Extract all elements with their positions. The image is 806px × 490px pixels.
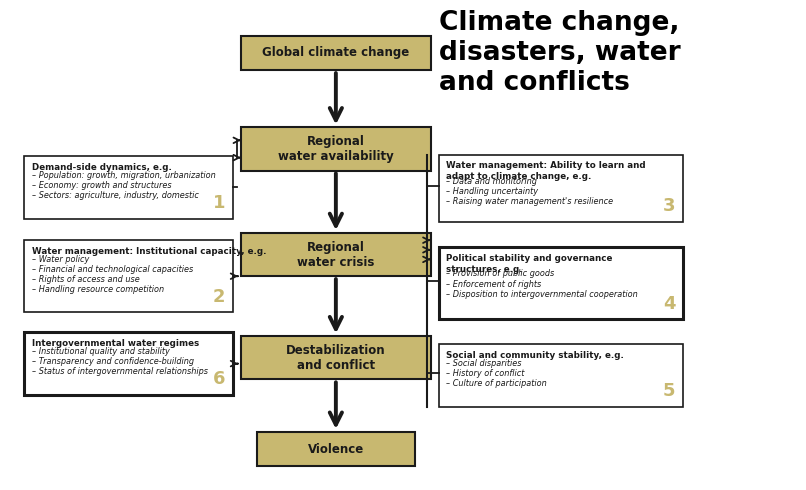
Text: Violence: Violence — [308, 442, 364, 456]
Text: – Financial and technological capacities: – Financial and technological capacities — [31, 265, 193, 274]
Text: Regional
water crisis: Regional water crisis — [297, 241, 375, 269]
Text: 2: 2 — [213, 288, 226, 305]
Text: 1: 1 — [213, 194, 226, 212]
Text: Destabilization
and conflict: Destabilization and conflict — [286, 344, 386, 372]
Bar — [24, 156, 233, 219]
Text: – Status of intergovernmental relationships: – Status of intergovernmental relationsh… — [31, 367, 208, 376]
Text: Demand-side dynamics, e.g.: Demand-side dynamics, e.g. — [31, 163, 172, 172]
Text: Water management: Ability to learn and
adapt to climate change, e.g.: Water management: Ability to learn and a… — [447, 161, 646, 181]
Text: – Transparency and confidence-building: – Transparency and confidence-building — [31, 357, 193, 366]
Bar — [241, 233, 430, 276]
Text: Water management: Institutional capacity, e.g.: Water management: Institutional capacity… — [31, 247, 266, 256]
Text: – Handling resource competition: – Handling resource competition — [31, 285, 164, 294]
Text: – Handling uncertainty: – Handling uncertainty — [447, 187, 538, 196]
Text: – Sectors: agriculture, industry, domestic: – Sectors: agriculture, industry, domest… — [31, 191, 198, 200]
Bar — [24, 240, 233, 312]
Text: – Rights of access and use: – Rights of access and use — [31, 275, 139, 284]
Text: 3: 3 — [663, 197, 675, 215]
Bar — [241, 127, 430, 171]
Text: – Data and monitoring: – Data and monitoring — [447, 177, 538, 186]
Text: – Enforcement of rights: – Enforcement of rights — [447, 280, 542, 289]
Bar — [241, 36, 430, 70]
Text: – Disposition to intergovernmental cooperation: – Disposition to intergovernmental coope… — [447, 290, 638, 299]
Text: – Culture of participation: – Culture of participation — [447, 379, 547, 388]
Text: – Economy: growth and structures: – Economy: growth and structures — [31, 181, 172, 190]
Text: Social and community stability, e.g.: Social and community stability, e.g. — [447, 351, 625, 360]
Bar — [438, 247, 683, 319]
Bar — [438, 344, 683, 407]
Text: Global climate change: Global climate change — [262, 47, 409, 59]
Text: Political stability and governance
structures, e.g.: Political stability and governance struc… — [447, 254, 613, 273]
Text: – Water policy: – Water policy — [31, 255, 89, 264]
Text: Climate change,
disasters, water
and conflicts: Climate change, disasters, water and con… — [438, 10, 680, 96]
Text: – Institutional quality and stability: – Institutional quality and stability — [31, 347, 169, 356]
Text: Intergovernmental water regimes: Intergovernmental water regimes — [31, 339, 199, 348]
Text: – Provision of public goods: – Provision of public goods — [447, 270, 555, 278]
Bar — [241, 336, 430, 379]
Bar — [438, 155, 683, 222]
Bar — [24, 332, 233, 395]
Text: – Population: growth, migration, urbanization: – Population: growth, migration, urbaniz… — [31, 171, 215, 179]
Text: 4: 4 — [663, 294, 675, 313]
Text: – Social disparities: – Social disparities — [447, 359, 522, 368]
Text: 6: 6 — [213, 370, 226, 388]
Bar — [257, 432, 415, 466]
Text: – Raising water management's resilience: – Raising water management's resilience — [447, 197, 613, 206]
Text: – History of conflict: – History of conflict — [447, 369, 525, 378]
Text: 5: 5 — [663, 382, 675, 400]
Text: Regional
water availability: Regional water availability — [278, 135, 394, 163]
